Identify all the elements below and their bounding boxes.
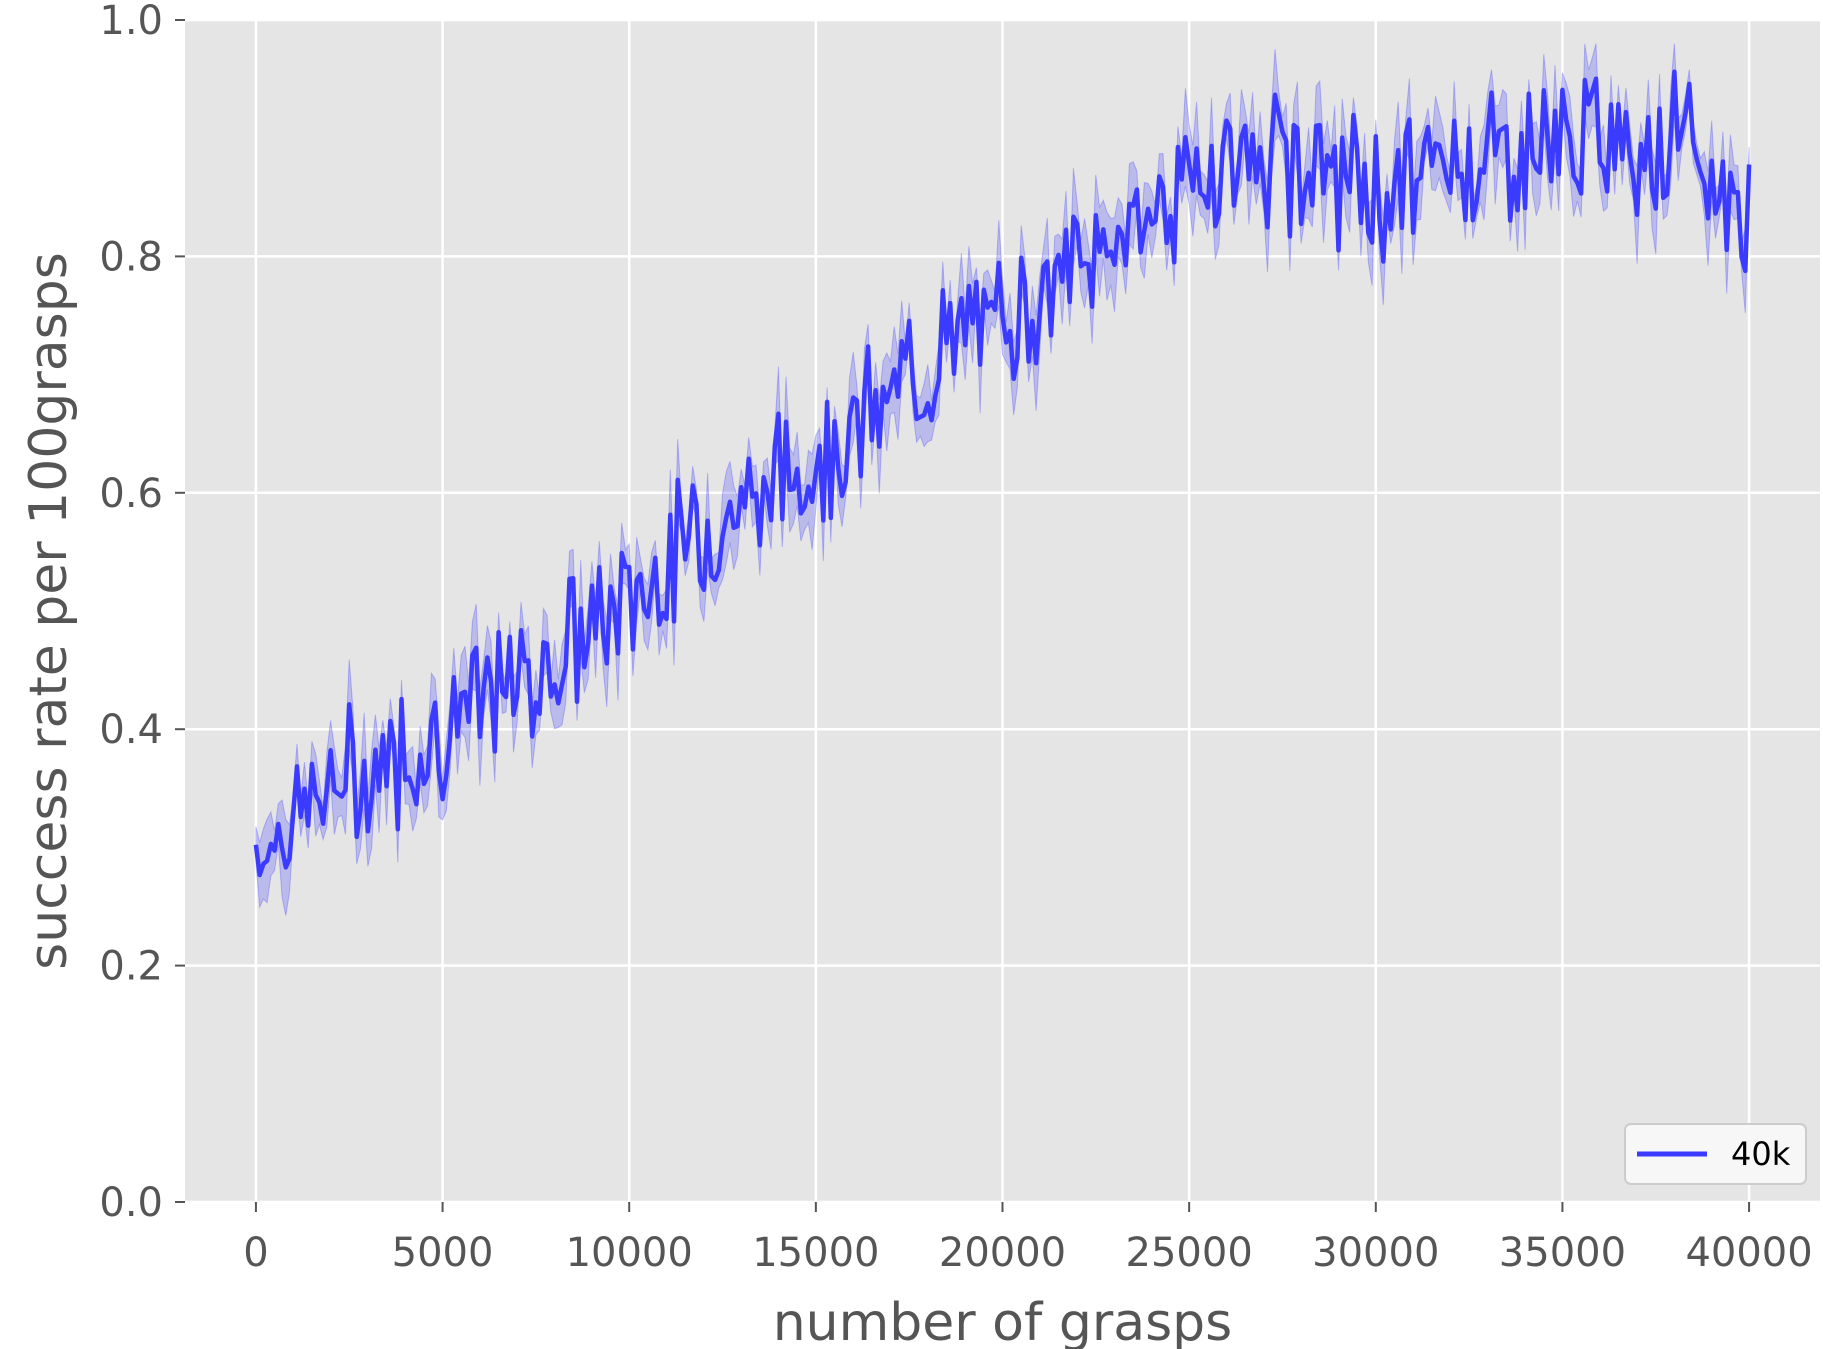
legend-label-40k: 40k	[1731, 1135, 1791, 1173]
x-tick-label: 0	[243, 1230, 268, 1276]
series-lines	[253, 69, 1752, 878]
y-tick-label: 0.4	[99, 707, 163, 753]
x-tick-label: 35000	[1499, 1230, 1626, 1276]
x-tick-label: 15000	[752, 1230, 879, 1276]
y-tick-label: 0.6	[99, 471, 163, 517]
y-tick-label: 0.8	[99, 234, 163, 280]
y-axis-label: success rate per 100grasps	[19, 252, 79, 970]
series-line-40k	[253, 69, 1752, 878]
y-tick-label: 0.0	[99, 1180, 163, 1226]
x-tick-label: 25000	[1126, 1230, 1253, 1276]
y-tick-label: 0.2	[99, 944, 163, 990]
x-tick-label: 30000	[1312, 1230, 1439, 1276]
axes: 0 5000 10000 15000 20000 25000 30000 35000 40000…	[99, 0, 1812, 1276]
x-tick-label: 10000	[566, 1230, 693, 1276]
y-tick-label: 1.0	[99, 0, 163, 44]
x-tick-label: 40000	[1685, 1230, 1812, 1276]
x-tick-label: 20000	[939, 1230, 1066, 1276]
legend-box	[1624, 1123, 1807, 1185]
x-axis-label: number of grasps	[773, 1293, 1233, 1349]
x-tick-label: 5000	[392, 1230, 494, 1276]
legend: 40k	[1624, 1123, 1807, 1185]
